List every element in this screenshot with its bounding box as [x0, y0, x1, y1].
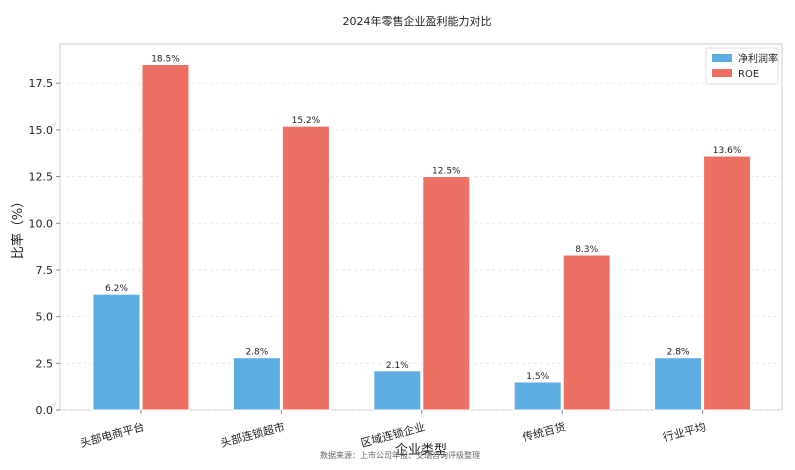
bar — [141, 64, 190, 411]
bar — [373, 370, 422, 411]
y-tick-label: 2.5 — [36, 357, 54, 370]
data-label: 1.5% — [526, 372, 549, 382]
x-tick-label: 传统百货 — [521, 419, 567, 444]
y-axis: 0.0 2.5 5.0 7.5 10.0 12.5 15.0 17.5 — [29, 77, 60, 417]
y-tick-label: 15.0 — [29, 124, 54, 137]
bars: 6.2% 18.5% 2.8% 15.2% 2.1% 12.5% 1.5% 8.3% 2.8% 1… — [92, 55, 752, 411]
legend-label: 净利润率 — [738, 52, 778, 65]
bar — [654, 357, 703, 411]
x-tick-label: 头部连锁超市 — [219, 419, 286, 450]
x-axis-label: 企业类型 — [395, 442, 447, 458]
bar — [281, 125, 330, 411]
data-label: 12.5% — [432, 167, 461, 177]
y-tick-label: 12.5 — [29, 171, 54, 184]
data-label: 18.5% — [151, 55, 180, 65]
legend-label: ROE — [738, 69, 759, 80]
y-tick-label: 7.5 — [36, 264, 54, 277]
legend-swatch — [712, 69, 732, 77]
data-label: 2.1% — [386, 361, 409, 371]
data-label: 15.2% — [292, 116, 321, 126]
legend: 净利润率 ROE — [705, 47, 779, 85]
x-tick-label: 头部电商平台 — [78, 419, 145, 450]
x-tick-label: 行业平均 — [662, 420, 708, 444]
bar — [513, 381, 562, 411]
bar — [232, 357, 281, 411]
y-tick-label: 10.0 — [29, 217, 54, 230]
y-axis-label: 比率（%） — [10, 195, 26, 259]
source-note: 数据来源：上市公司年报、艾瑞咨询评级整理 — [320, 450, 480, 460]
bar — [422, 176, 471, 411]
y-tick-label: 17.5 — [29, 77, 54, 90]
data-label: 2.8% — [245, 348, 268, 358]
bar — [703, 155, 752, 411]
y-tick-label: 5.0 — [36, 311, 54, 324]
y-tick-label: 0.0 — [36, 404, 54, 417]
data-label: 8.3% — [575, 245, 598, 255]
chart-title: 2024年零售企业盈利能力对比 — [343, 14, 492, 28]
data-label: 13.6% — [713, 146, 742, 156]
data-label: 6.2% — [105, 284, 128, 294]
x-axis: 头部电商平台 头部连锁超市 区域连锁企业 传统百货 行业平均 — [78, 410, 707, 450]
bar — [92, 293, 141, 411]
legend-swatch — [712, 54, 732, 62]
bar — [562, 254, 611, 411]
data-label: 2.8% — [667, 348, 690, 358]
